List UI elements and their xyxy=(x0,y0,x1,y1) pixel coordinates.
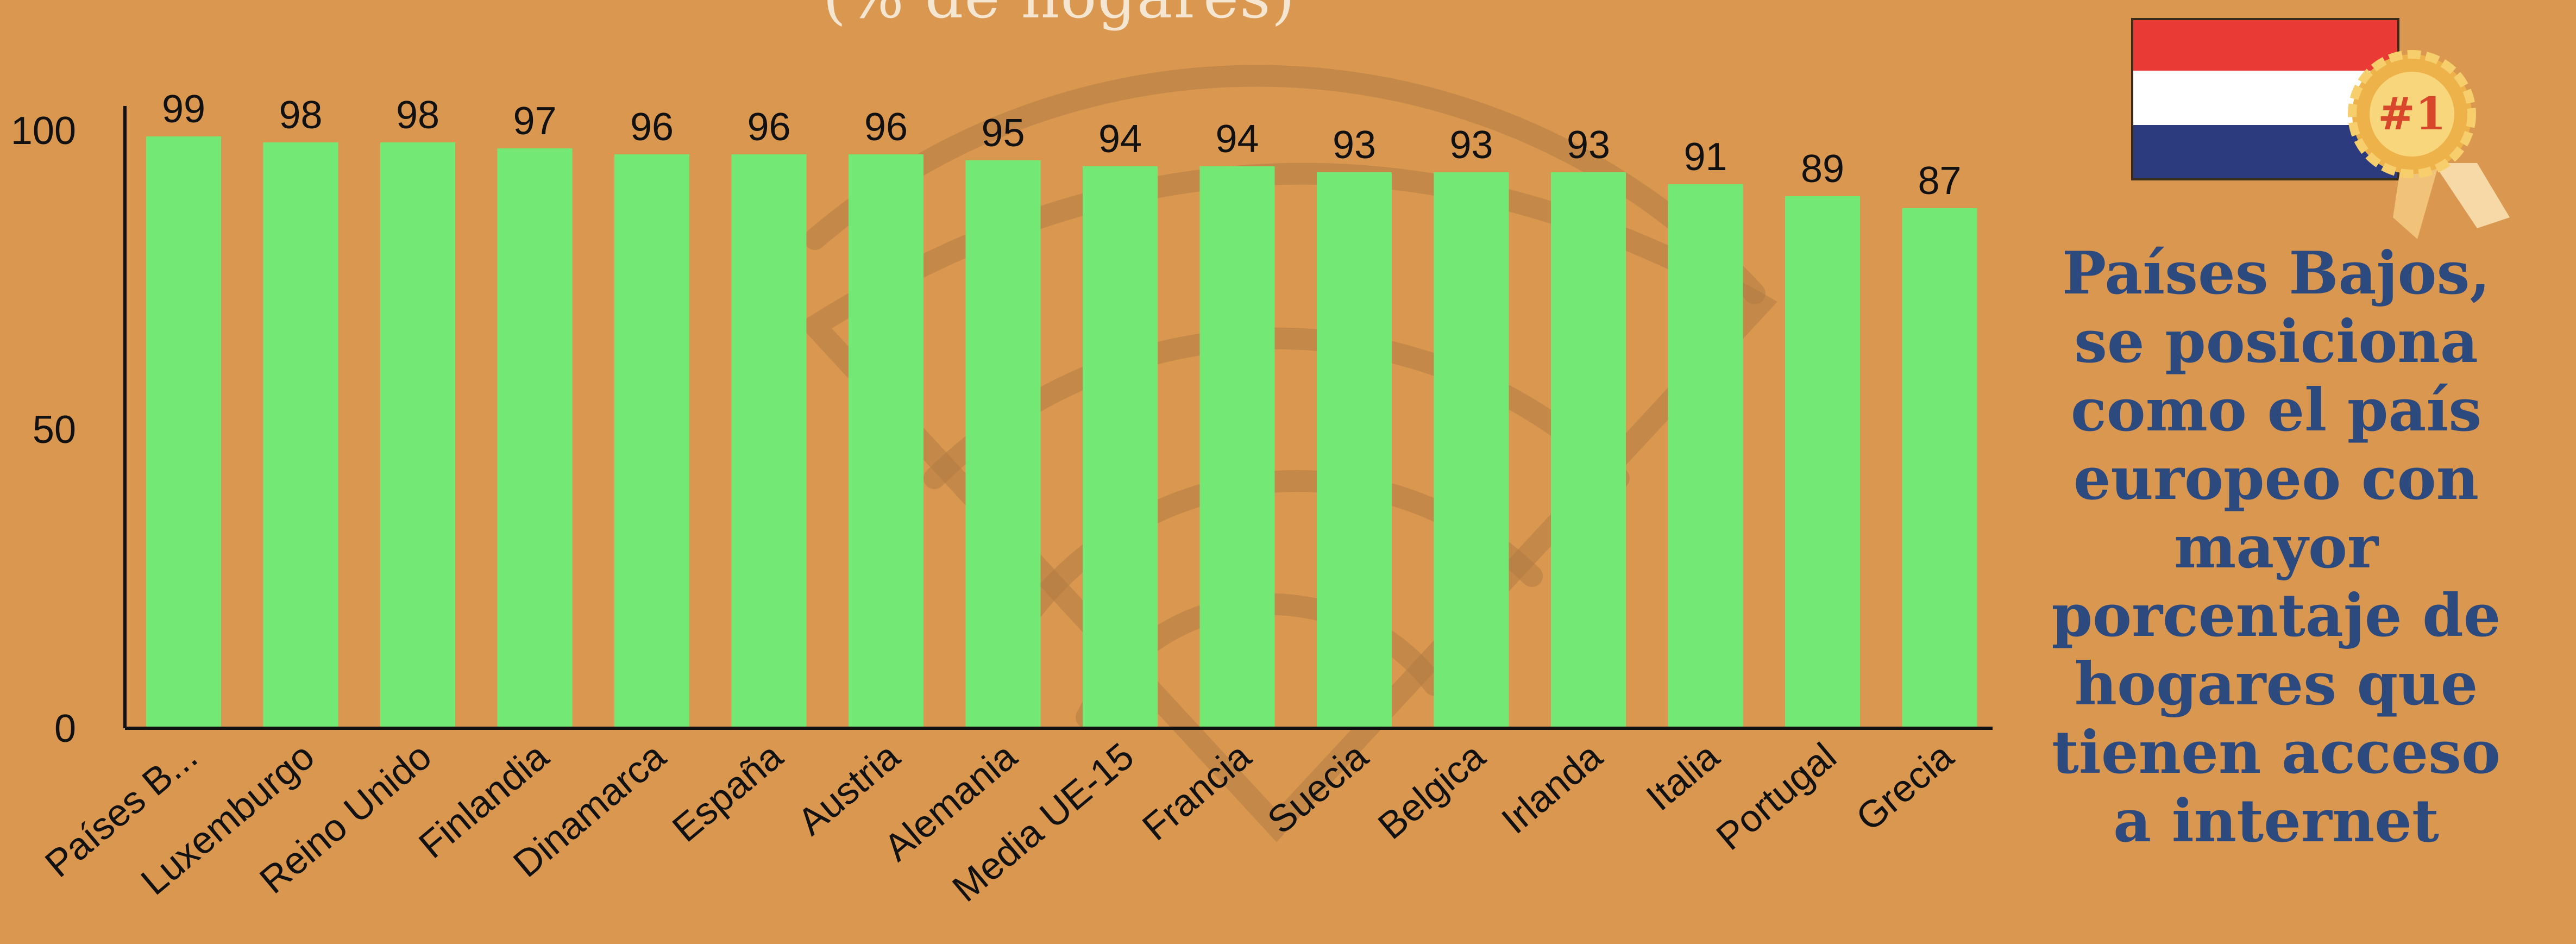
y-tick-label-1: 50 xyxy=(33,408,76,452)
bar-series xyxy=(146,136,1977,728)
y-tick-label-0: 0 xyxy=(54,707,76,751)
bar-15 xyxy=(1902,208,1977,728)
bar-12 xyxy=(1551,172,1626,728)
callout-text: Países Bajos, se posiciona como el país eur… xyxy=(2043,239,2510,855)
x-tick-label-14: Portugal xyxy=(1708,735,1844,858)
callout-line-3: europeo con xyxy=(2073,445,2479,513)
x-tick-label-11: Belgica xyxy=(1370,735,1493,847)
bar-9 xyxy=(1199,166,1275,728)
data-label-8: 94 xyxy=(1098,117,1142,161)
callout-line-1: se posiciona xyxy=(2074,308,2478,376)
rank-badge-text: #1 xyxy=(2378,88,2446,140)
data-label-5: 96 xyxy=(747,105,790,149)
callout-line-8: a internet xyxy=(2113,787,2439,855)
chart-title: (% de hogares) xyxy=(652,0,1467,32)
x-tick-label-10: Suecia xyxy=(1260,735,1376,842)
bar-5 xyxy=(731,154,807,728)
bar-11 xyxy=(1434,172,1509,728)
callout-line-6: hogares que xyxy=(2074,650,2478,718)
bar-1 xyxy=(263,142,338,728)
bar-3 xyxy=(497,148,573,728)
y-tick-label-2: 100 xyxy=(11,109,76,153)
data-label-13: 91 xyxy=(1683,135,1727,179)
data-label-3: 97 xyxy=(513,99,556,143)
data-label-1: 98 xyxy=(279,93,322,137)
bar-2 xyxy=(380,142,455,728)
data-label-15: 87 xyxy=(1918,159,1961,203)
rank-badge-icon: #1 xyxy=(2348,50,2510,239)
y-axis-ticks: 0 50 100 xyxy=(11,109,76,751)
callout-line-5: porcentaje de xyxy=(2051,582,2501,650)
data-label-9: 94 xyxy=(1215,117,1259,161)
data-label-6: 96 xyxy=(864,105,908,149)
data-label-12: 93 xyxy=(1567,123,1610,167)
bar-6 xyxy=(849,154,923,728)
bar-4 xyxy=(614,154,689,728)
data-label-14: 89 xyxy=(1801,147,1844,191)
data-label-4: 96 xyxy=(630,105,674,149)
bar-10 xyxy=(1317,172,1392,728)
callout-line-7: tienen acceso xyxy=(2051,718,2501,787)
bar-0 xyxy=(146,136,221,728)
data-label-2: 98 xyxy=(396,93,439,137)
bar-8 xyxy=(1083,166,1158,728)
x-tick-label-13: Italia xyxy=(1638,735,1727,819)
x-tick-label-15: Grecia xyxy=(1848,735,1961,839)
callout-line-0: Países Bajos, xyxy=(2062,239,2490,308)
data-label-7: 95 xyxy=(981,111,1025,155)
data-labels: 99 98 98 97 96 96 96 95 94 94 93 93 93 91 89 87 xyxy=(162,87,1962,203)
bar-14 xyxy=(1785,196,1860,728)
x-tick-label-5: España xyxy=(664,735,790,850)
data-label-10: 93 xyxy=(1333,123,1376,167)
bar-13 xyxy=(1668,184,1743,728)
bar-7 xyxy=(965,160,1041,728)
data-label-11: 93 xyxy=(1449,123,1493,167)
data-label-0: 99 xyxy=(162,87,205,131)
x-tick-label-12: Irlanda xyxy=(1494,735,1610,842)
callout-line-2: como el país xyxy=(2070,376,2482,445)
callout-line-4: mayor xyxy=(2174,513,2378,582)
